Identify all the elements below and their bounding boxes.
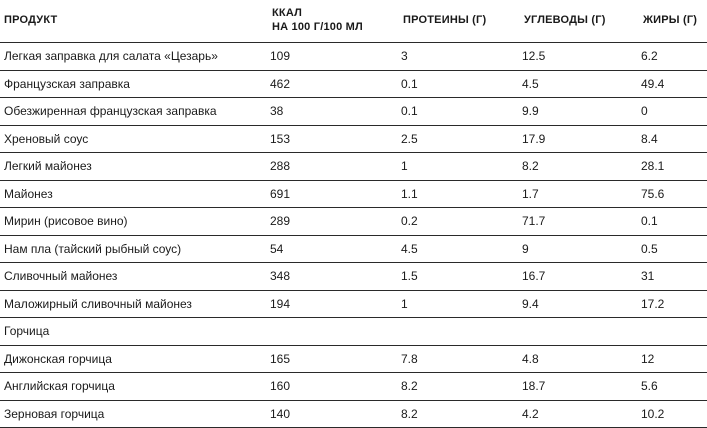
cell-protein: 0.2 [399,207,520,236]
cell-protein: 8.2 [399,400,520,428]
table-row: Легкая заправка для салата «Цезарь» 109 3 1… [0,42,707,71]
cell-carbs: 8.2 [520,152,639,181]
table-row: Французская заправка 462 0.1 4.5 49.4 [0,70,707,98]
cell-carbs: 1.7 [520,180,639,208]
cell-product: Мирин (рисовое вино) [0,207,268,236]
table-row: Легкий майонез 288 1 8.2 28.1 [0,152,707,181]
table-body: Легкая заправка для салата «Цезарь» 109 3 1… [0,42,707,428]
header-row: ПРОДУКТ ККАЛ НА 100 Г/100 МЛ ПРОТЕИНЫ (Г… [0,0,707,43]
table-row: Майонез 691 1.1 1.7 75.6 [0,180,707,208]
cell-carbs: 17.9 [520,125,639,153]
cell-fat: 0.5 [639,235,707,263]
table-row: Горчица [0,317,707,346]
table-row: Обезжиренная французская заправка 38 0.1 9.… [0,97,707,126]
table-row: Английская горчица 160 8.2 18.7 5.6 [0,372,707,401]
cell-fat: 6.2 [639,42,707,71]
table-row: Нам пла (тайский рыбный соус) 54 4.5 9 0.5 [0,235,707,263]
cell-protein: 1.1 [399,180,520,208]
header-kcal-line1: ККАЛ [272,7,303,19]
cell-kcal: 348 [268,262,399,291]
cell-fat: 8.4 [639,125,707,153]
cell-carbs: 9 [520,235,639,263]
table-header: ПРОДУКТ ККАЛ НА 100 Г/100 МЛ ПРОТЕИНЫ (Г… [0,0,707,43]
cell-product: Сливочный майонез [0,262,268,291]
cell-product: Хреновый соус [0,125,268,153]
cell-kcal: 194 [268,290,399,318]
cell-kcal: 109 [268,42,399,71]
cell-protein [399,317,520,346]
table-row: Хреновый соус 153 2.5 17.9 8.4 [0,125,707,153]
header-kcal-line2: НА 100 Г/100 МЛ [272,21,363,33]
cell-carbs: 9.4 [520,290,639,318]
cell-product: Дижонская горчица [0,345,268,373]
cell-kcal: 153 [268,125,399,153]
cell-carbs [520,317,639,346]
cell-kcal: 289 [268,207,399,236]
cell-kcal: 54 [268,235,399,263]
cell-fat: 12 [639,345,707,373]
cell-protein: 1 [399,152,520,181]
cell-fat: 28.1 [639,152,707,181]
cell-product: Обезжиренная французская заправка [0,97,268,126]
cell-product: Горчица [0,317,268,346]
cell-protein: 1.5 [399,262,520,291]
header-product: ПРОДУКТ [0,0,268,43]
cell-carbs: 4.5 [520,70,639,98]
table-row: Маложирный сливочный майонез 194 1 9.4 17.2 [0,290,707,318]
cell-product: Английская горчица [0,372,268,401]
cell-fat: 0 [639,97,707,126]
header-carbs: УГЛЕВОДЫ (Г) [520,0,639,43]
cell-protein: 3 [399,42,520,71]
cell-carbs: 18.7 [520,372,639,401]
cell-product: Легкая заправка для салата «Цезарь» [0,42,268,71]
cell-carbs: 12.5 [520,42,639,71]
cell-protein: 1 [399,290,520,318]
table-row: Сливочный майонез 348 1.5 16.7 31 [0,262,707,291]
cell-protein: 2.5 [399,125,520,153]
cell-fat: 17.2 [639,290,707,318]
cell-protein: 8.2 [399,372,520,401]
header-protein: ПРОТЕИНЫ (Г) [399,0,520,43]
header-kcal: ККАЛ НА 100 Г/100 МЛ [268,0,399,43]
cell-product: Нам пла (тайский рыбный соус) [0,235,268,263]
cell-kcal: 691 [268,180,399,208]
cell-kcal: 165 [268,345,399,373]
cell-fat: 10.2 [639,400,707,428]
cell-fat [639,317,707,346]
cell-fat: 5.6 [639,372,707,401]
cell-carbs: 71.7 [520,207,639,236]
table-row: Мирин (рисовое вино) 289 0.2 71.7 0.1 [0,207,707,236]
cell-fat: 0.1 [639,207,707,236]
cell-product: Легкий майонез [0,152,268,181]
cell-kcal: 38 [268,97,399,126]
cell-carbs: 16.7 [520,262,639,291]
cell-product: Зерновая горчица [0,400,268,428]
cell-kcal: 160 [268,372,399,401]
cell-protein: 4.5 [399,235,520,263]
cell-kcal: 288 [268,152,399,181]
cell-product: Французская заправка [0,70,268,98]
cell-protein: 0.1 [399,70,520,98]
cell-product: Майонез [0,180,268,208]
cell-kcal [268,317,399,346]
cell-product: Маложирный сливочный майонез [0,290,268,318]
cell-kcal: 140 [268,400,399,428]
cell-carbs: 4.2 [520,400,639,428]
cell-carbs: 4.8 [520,345,639,373]
cell-protein: 7.8 [399,345,520,373]
table-row: Дижонская горчица 165 7.8 4.8 12 [0,345,707,373]
cell-fat: 75.6 [639,180,707,208]
cell-carbs: 9.9 [520,97,639,126]
cell-kcal: 462 [268,70,399,98]
cell-protein: 0.1 [399,97,520,126]
cell-fat: 31 [639,262,707,291]
cell-fat: 49.4 [639,70,707,98]
table-row: Зерновая горчица 140 8.2 4.2 10.2 [0,400,707,428]
header-fat: ЖИРЫ (Г) [639,0,707,43]
